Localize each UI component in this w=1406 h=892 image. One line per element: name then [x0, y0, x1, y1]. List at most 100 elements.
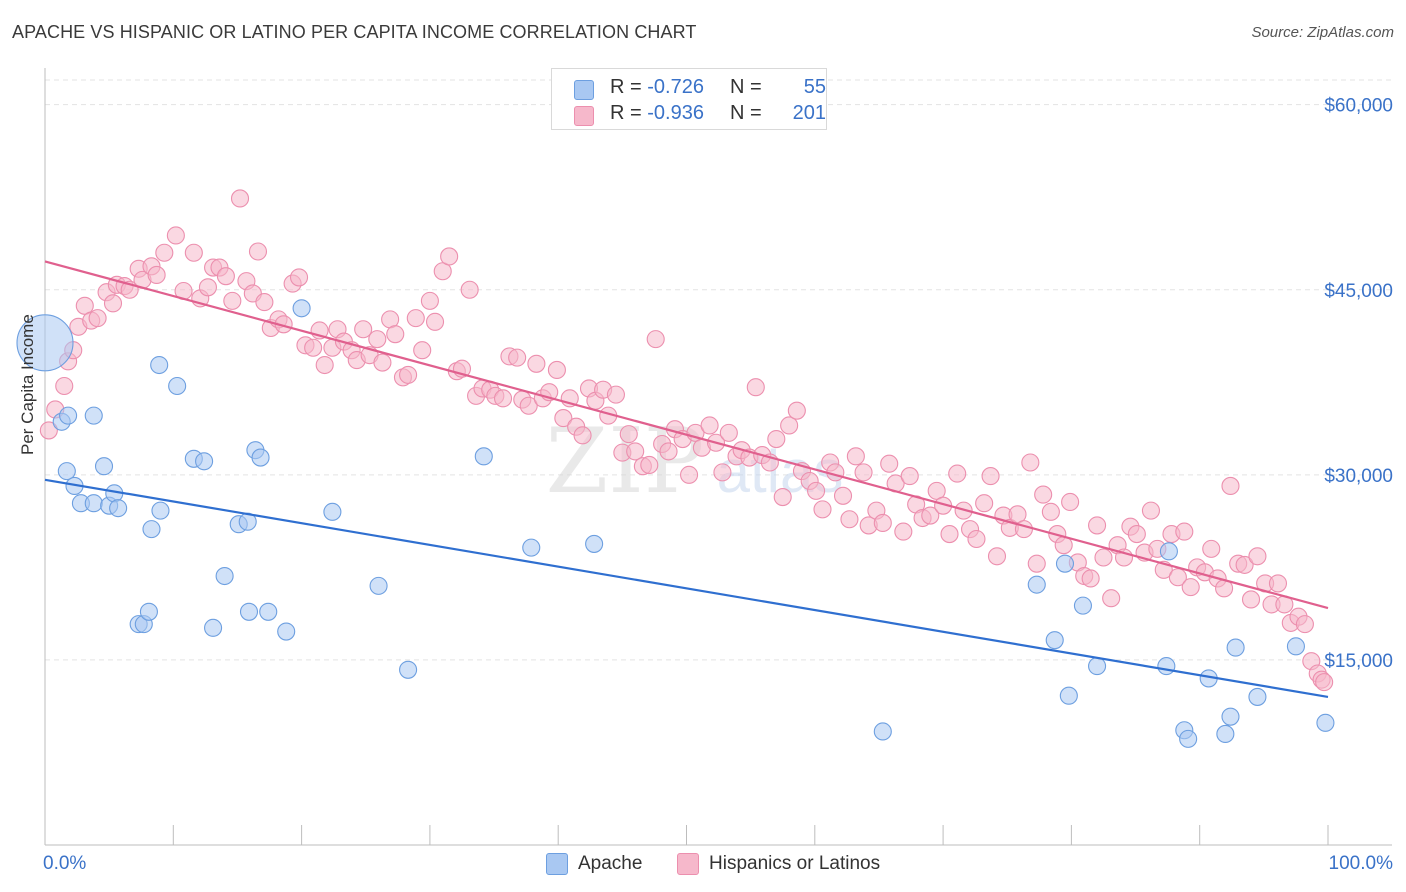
apache-point — [1226, 638, 1245, 657]
apache-point — [277, 622, 296, 641]
hisp-point — [425, 312, 445, 331]
hisp-point — [304, 338, 323, 357]
hisp-point — [807, 481, 826, 500]
apache-point — [84, 406, 103, 425]
apache-point — [1221, 707, 1240, 726]
apache-point — [1157, 657, 1176, 676]
source-label: Source: ZipAtlas.com — [1251, 24, 1394, 41]
apache-point — [1088, 657, 1107, 676]
apache-point — [1045, 631, 1064, 650]
hisp-point — [921, 506, 940, 525]
apache-point — [215, 566, 234, 586]
hisp-point — [700, 416, 719, 435]
hisp-point — [713, 463, 732, 482]
hisp-point — [1088, 516, 1107, 535]
hisp-point — [1295, 615, 1314, 634]
hisp-point — [223, 291, 242, 310]
hisp-point — [1181, 578, 1200, 597]
apache-point — [1073, 596, 1092, 615]
hisp-point — [1221, 476, 1240, 495]
hisp-point — [230, 189, 250, 208]
hisp-point — [1041, 502, 1060, 521]
apache-point — [323, 502, 342, 521]
hisp-point — [216, 267, 235, 286]
apache-point — [369, 576, 388, 595]
hisp-point — [1034, 485, 1053, 504]
hisp-point — [55, 376, 74, 396]
apache-point — [109, 499, 128, 518]
chart-title: APACHE VS HISPANIC OR LATINO PER CAPITA … — [12, 22, 697, 42]
apache-point — [57, 462, 76, 481]
hisp-point — [1021, 453, 1040, 472]
apache-point — [239, 602, 259, 621]
series-legend: Apache Hispanics or Latinos — [0, 852, 1406, 878]
hisp-point — [813, 500, 832, 519]
hisp-point — [399, 365, 418, 384]
hisp-point — [1315, 673, 1334, 692]
apache-n-label: N = — [730, 76, 762, 98]
hisp-point — [527, 354, 546, 373]
hisp-point — [1094, 548, 1113, 567]
hisp-point — [981, 467, 1000, 486]
hisp-point — [493, 389, 513, 408]
hisp-point — [967, 529, 986, 549]
hisp-swatch — [574, 106, 594, 126]
hisp-point — [1241, 590, 1261, 609]
hisp-point — [719, 423, 738, 442]
apache-point — [1055, 554, 1075, 573]
hisp-point — [88, 309, 107, 328]
apache-point — [399, 660, 418, 679]
apache-point — [204, 618, 223, 637]
hisp-point — [787, 401, 806, 420]
apache-point — [16, 314, 74, 372]
hisp-point — [198, 278, 217, 297]
hisp-point — [606, 385, 625, 404]
hisp-point — [840, 510, 859, 529]
hisp-point — [184, 243, 203, 262]
hisp-point — [413, 341, 432, 360]
apache-point — [195, 452, 214, 471]
apache-legend-swatch — [546, 853, 568, 875]
hisp-point — [103, 294, 123, 313]
y-axis-title: Per Capita Income — [18, 314, 37, 455]
hisp-point — [833, 486, 853, 505]
hisp-point — [39, 421, 58, 440]
hisp-point — [406, 309, 425, 328]
hisp-n-value: 201 — [792, 102, 826, 124]
hisp-trend-line — [44, 260, 1329, 610]
hisp-legend-label: Hispanics or Latinos — [709, 853, 881, 874]
hisp-point — [619, 425, 638, 444]
apache-point — [873, 722, 892, 741]
hisp-point — [773, 487, 792, 507]
x-tick-label: 100.0% — [1329, 853, 1394, 874]
apache-point — [142, 520, 161, 539]
hisp-point — [519, 396, 538, 415]
y-tick-label: $30,000 — [1324, 466, 1393, 487]
hisp-point — [508, 348, 527, 367]
y-tick-label: $15,000 — [1324, 651, 1393, 672]
hisp-point — [894, 522, 913, 541]
hisp-point — [547, 360, 566, 380]
hisp-point — [746, 378, 765, 397]
apache-point — [150, 355, 169, 375]
apache-r: R = -0.726 — [610, 76, 704, 98]
hisp-point — [846, 447, 865, 466]
hisp-point — [1102, 589, 1121, 608]
hisp-point — [646, 330, 665, 349]
apache-point — [1248, 687, 1267, 706]
hisp-point — [1081, 569, 1100, 588]
hisp-point — [680, 465, 699, 484]
hisp-point — [460, 280, 479, 299]
apache-point — [139, 602, 158, 621]
hisp-point — [767, 430, 786, 449]
x-tick-label: 0.0% — [43, 853, 86, 874]
hisp-point — [854, 463, 873, 482]
apache-point — [259, 602, 278, 621]
hisp-point — [368, 330, 387, 349]
hisp-point — [1248, 547, 1267, 566]
apache-point — [1316, 713, 1335, 732]
apache-point — [1159, 542, 1178, 561]
hisp-point — [1168, 568, 1187, 587]
hisp-point — [659, 442, 678, 461]
